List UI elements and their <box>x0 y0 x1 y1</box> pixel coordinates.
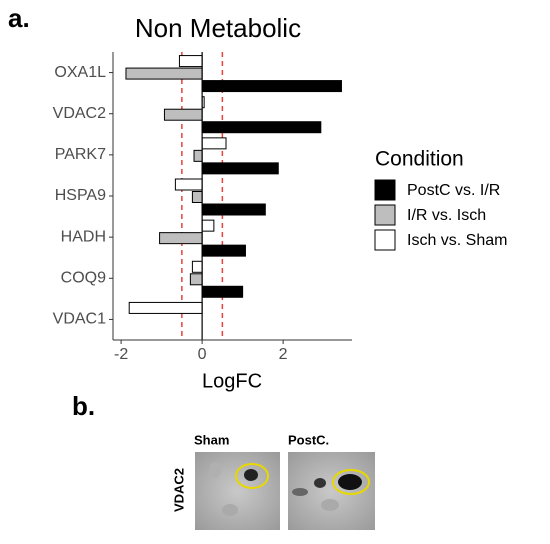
gel-image <box>288 452 375 530</box>
bar <box>125 67 203 80</box>
bar <box>201 244 246 257</box>
panel-label: a. <box>8 3 30 33</box>
bar <box>159 232 203 245</box>
y-tick-label: VDAC1 <box>53 311 106 328</box>
legend-title: Condition <box>375 148 464 171</box>
bar <box>163 108 203 121</box>
legend-label: PostC vs. I/R <box>407 182 500 199</box>
bar <box>191 191 203 203</box>
x-axis-label: LogFC <box>202 370 262 392</box>
legend-label: Isch vs. Sham <box>407 232 507 249</box>
row-label: VDAC2 <box>171 468 186 512</box>
bar <box>174 178 203 191</box>
legend-label: I/R vs. Isch <box>407 207 486 224</box>
bar <box>189 273 203 286</box>
x-tick-label: 2 <box>279 346 288 363</box>
bar <box>201 285 244 298</box>
legend-swatch <box>374 204 396 226</box>
bar <box>201 219 215 232</box>
panel-label: b. <box>72 391 95 421</box>
y-tick-label: PARK7 <box>55 146 106 163</box>
column-label: PostC. <box>288 432 329 447</box>
bar <box>128 301 203 314</box>
y-tick-label: HSPA9 <box>55 187 106 204</box>
x-tick-label: 0 <box>198 346 207 363</box>
legend-swatch <box>374 229 396 251</box>
bar <box>201 121 322 134</box>
bar <box>201 80 342 93</box>
legend-swatch <box>374 179 396 201</box>
bar <box>201 203 266 216</box>
gel-image <box>195 452 280 530</box>
bar <box>193 149 203 162</box>
bar <box>201 137 227 150</box>
y-tick-label: OXA1L <box>54 64 106 81</box>
bar <box>178 55 203 68</box>
y-tick-label: COQ9 <box>61 270 106 287</box>
bar <box>201 162 279 175</box>
y-tick-label: VDAC2 <box>53 105 106 122</box>
column-label: Sham <box>194 432 229 447</box>
chart-title: Non Metabolic <box>135 13 301 43</box>
bar <box>191 260 203 273</box>
x-tick-label: -2 <box>114 346 128 363</box>
y-tick-label: HADH <box>61 228 106 245</box>
plot: -2 0 2 OXA1L VDAC2 PARK7 HSPA9 HADH COQ9 VDAC1 Pos… <box>53 52 507 363</box>
